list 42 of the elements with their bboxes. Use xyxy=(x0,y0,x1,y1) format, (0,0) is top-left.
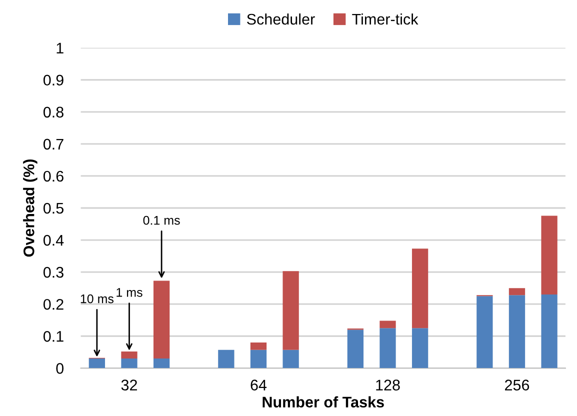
bar xyxy=(153,280,170,359)
bar xyxy=(541,294,558,368)
bar xyxy=(282,271,299,350)
bar xyxy=(541,216,558,294)
bar xyxy=(88,358,106,368)
bar xyxy=(380,320,396,328)
legend-label: Scheduler xyxy=(247,13,315,25)
y-tick-label: 0.4 xyxy=(43,234,64,246)
bar xyxy=(508,295,526,368)
y-tick-label: 0.7 xyxy=(43,138,64,150)
bar xyxy=(380,328,396,368)
bar xyxy=(412,328,428,368)
y-tick-label: 0.3 xyxy=(43,266,64,278)
bar xyxy=(250,350,267,368)
bar xyxy=(508,288,526,296)
annotation: 0.1 ms xyxy=(143,216,180,225)
y-tick-label: 1 xyxy=(56,42,64,54)
y-tick-label: 0.1 xyxy=(43,330,64,342)
bar xyxy=(218,350,234,368)
y-tick-label: 0.6 xyxy=(43,170,64,182)
bar xyxy=(121,358,138,368)
y-tick-label: 0 xyxy=(56,363,64,374)
y-tick-label: 0.5 xyxy=(43,202,64,214)
annotation: 10 ms xyxy=(80,294,114,304)
bar xyxy=(412,248,428,328)
y-tick-label: 0.2 xyxy=(43,298,64,310)
x-axis-title: Number of Tasks xyxy=(262,396,384,408)
x-tick-label: 32 xyxy=(121,380,137,390)
x-tick-label: 64 xyxy=(250,380,267,390)
bar xyxy=(347,330,364,368)
bar xyxy=(121,352,138,359)
bar xyxy=(153,358,170,368)
bar xyxy=(250,342,267,350)
y-tick-label: 0.9 xyxy=(43,74,64,86)
bar xyxy=(476,296,493,368)
annotation: 1 ms xyxy=(116,288,142,297)
bar xyxy=(282,350,299,368)
y-tick-label: 0.8 xyxy=(43,106,64,118)
x-tick-label: 128 xyxy=(376,380,400,390)
legend-label: Timer-tick xyxy=(352,13,418,25)
x-tick-label: 256 xyxy=(505,380,530,390)
y-axis-title: Overhead (%) xyxy=(23,160,38,257)
